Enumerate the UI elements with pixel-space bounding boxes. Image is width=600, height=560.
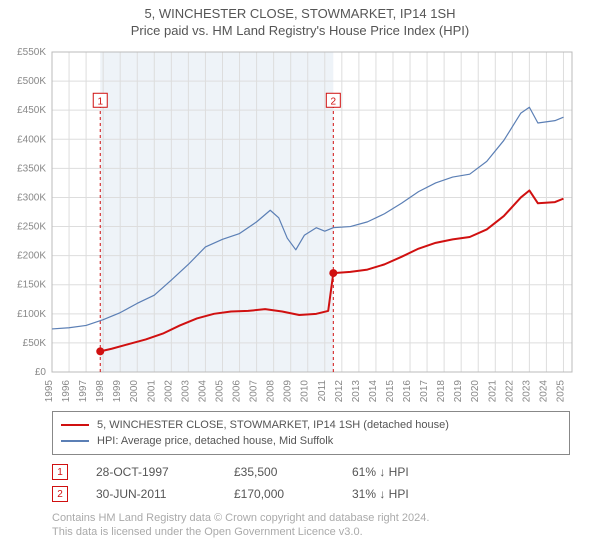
svg-text:2003: 2003 bbox=[180, 380, 191, 403]
svg-text:£300K: £300K bbox=[17, 192, 46, 203]
svg-text:2016: 2016 bbox=[402, 380, 413, 403]
svg-text:1997: 1997 bbox=[78, 380, 89, 403]
svg-text:2019: 2019 bbox=[453, 380, 464, 403]
legend-swatch bbox=[61, 440, 89, 442]
svg-text:1999: 1999 bbox=[112, 380, 123, 403]
legend: 5, WINCHESTER CLOSE, STOWMARKET, IP14 1S… bbox=[52, 411, 570, 455]
title-block: 5, WINCHESTER CLOSE, STOWMARKET, IP14 1S… bbox=[0, 0, 600, 42]
svg-text:£250K: £250K bbox=[17, 222, 46, 233]
svg-text:2023: 2023 bbox=[521, 380, 532, 403]
title-main: 5, WINCHESTER CLOSE, STOWMARKET, IP14 1S… bbox=[0, 6, 600, 21]
attribution: Contains HM Land Registry data © Crown c… bbox=[52, 511, 570, 539]
svg-text:2020: 2020 bbox=[470, 380, 481, 403]
attribution-line2: This data is licensed under the Open Gov… bbox=[52, 525, 570, 539]
svg-text:2022: 2022 bbox=[504, 380, 515, 403]
svg-text:£500K: £500K bbox=[17, 76, 46, 87]
sales-row: 1 28-OCT-1997 £35,500 61% ↓ HPI bbox=[52, 461, 570, 483]
svg-text:2007: 2007 bbox=[249, 380, 260, 403]
chart: £0 £50K £100K £150K £200K £250K £300K £350K £400… bbox=[0, 42, 600, 407]
svg-text:£100K: £100K bbox=[17, 309, 46, 320]
sale-price: £170,000 bbox=[234, 487, 324, 501]
svg-text:2017: 2017 bbox=[419, 380, 430, 403]
svg-text:2012: 2012 bbox=[334, 380, 345, 403]
svg-text:2006: 2006 bbox=[232, 380, 243, 403]
svg-text:2018: 2018 bbox=[436, 380, 447, 403]
sales-row: 2 30-JUN-2011 £170,000 31% ↓ HPI bbox=[52, 483, 570, 505]
svg-text:2021: 2021 bbox=[487, 380, 498, 403]
svg-text:1995: 1995 bbox=[44, 380, 55, 403]
legend-label: HPI: Average price, detached house, Mid … bbox=[97, 433, 333, 449]
svg-text:1996: 1996 bbox=[61, 380, 72, 403]
sale-diff: 61% ↓ HPI bbox=[352, 465, 462, 479]
svg-text:1998: 1998 bbox=[95, 380, 106, 403]
svg-text:2008: 2008 bbox=[266, 380, 277, 403]
sale-diff: 31% ↓ HPI bbox=[352, 487, 462, 501]
svg-text:£150K: £150K bbox=[17, 280, 46, 291]
svg-text:1: 1 bbox=[97, 96, 103, 107]
svg-text:£450K: £450K bbox=[17, 105, 46, 116]
attribution-line1: Contains HM Land Registry data © Crown c… bbox=[52, 511, 570, 525]
sale-marker: 2 bbox=[52, 486, 68, 502]
svg-text:2009: 2009 bbox=[283, 380, 294, 403]
sales-table: 1 28-OCT-1997 £35,500 61% ↓ HPI 2 30-JUN-2011… bbox=[52, 461, 570, 505]
legend-swatch bbox=[61, 424, 89, 426]
legend-row: 5, WINCHESTER CLOSE, STOWMARKET, IP14 1S… bbox=[61, 417, 561, 433]
svg-text:2025: 2025 bbox=[555, 380, 566, 403]
sale-marker: 1 bbox=[52, 464, 68, 480]
svg-text:2004: 2004 bbox=[197, 380, 208, 403]
svg-text:2011: 2011 bbox=[317, 380, 328, 402]
legend-label: 5, WINCHESTER CLOSE, STOWMARKET, IP14 1S… bbox=[97, 417, 449, 433]
svg-text:2010: 2010 bbox=[300, 380, 311, 403]
svg-text:2015: 2015 bbox=[385, 380, 396, 403]
svg-text:£200K: £200K bbox=[17, 251, 46, 262]
svg-text:£550K: £550K bbox=[17, 47, 46, 58]
sale-price: £35,500 bbox=[234, 465, 324, 479]
svg-text:£350K: £350K bbox=[17, 163, 46, 174]
svg-text:2014: 2014 bbox=[368, 380, 379, 403]
svg-text:2024: 2024 bbox=[538, 380, 549, 403]
svg-text:2005: 2005 bbox=[214, 380, 225, 403]
svg-text:2013: 2013 bbox=[351, 380, 362, 403]
chart-svg: £0 £50K £100K £150K £200K £250K £300K £350K £400… bbox=[0, 42, 600, 407]
sale-date: 30-JUN-2011 bbox=[96, 487, 206, 501]
svg-text:£400K: £400K bbox=[17, 134, 46, 145]
svg-text:2001: 2001 bbox=[146, 380, 157, 403]
svg-text:2002: 2002 bbox=[163, 380, 174, 403]
title-sub: Price paid vs. HM Land Registry's House … bbox=[0, 23, 600, 38]
svg-text:2000: 2000 bbox=[129, 380, 140, 403]
legend-row: HPI: Average price, detached house, Mid … bbox=[61, 433, 561, 449]
svg-text:£0: £0 bbox=[35, 367, 47, 378]
svg-text:2: 2 bbox=[331, 96, 337, 107]
svg-text:£50K: £50K bbox=[23, 338, 47, 349]
sale-date: 28-OCT-1997 bbox=[96, 465, 206, 479]
